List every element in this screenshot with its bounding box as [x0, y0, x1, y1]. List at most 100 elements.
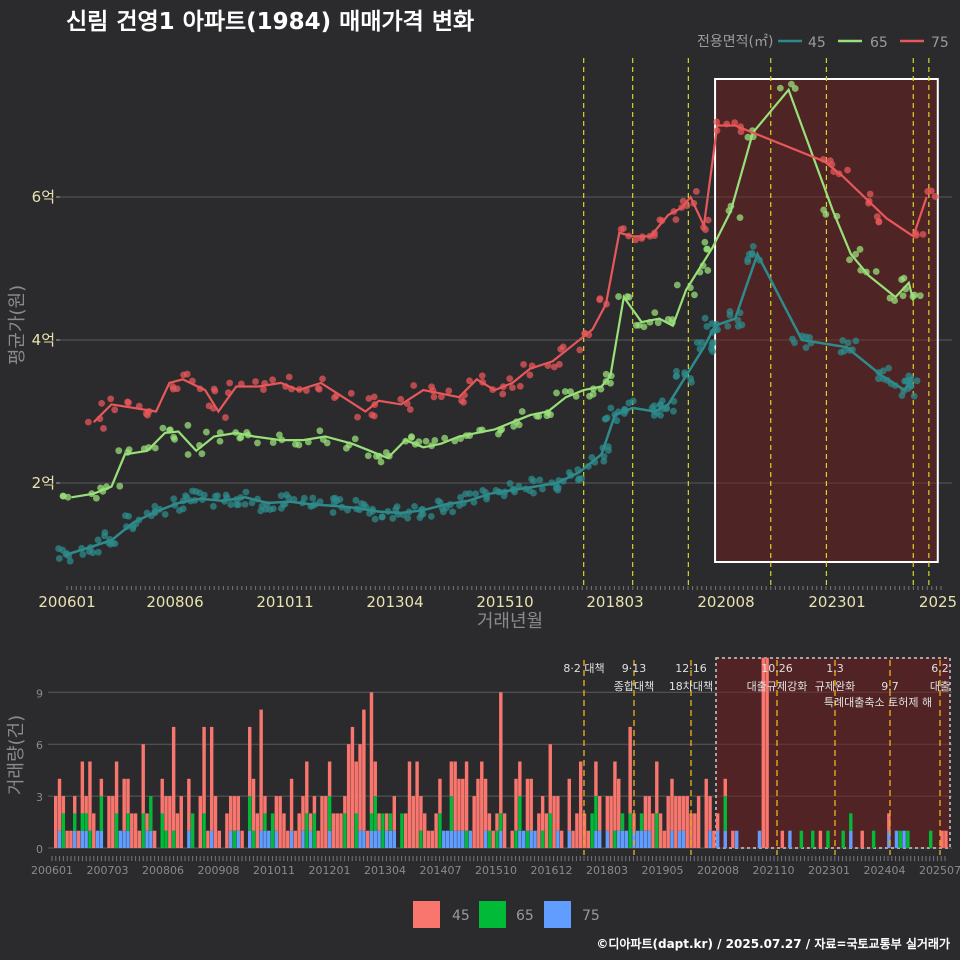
volume-bar [377, 830, 381, 848]
point-75-10-1 [269, 376, 276, 384]
volume-bar [559, 830, 564, 848]
volume-bar [57, 778, 62, 831]
volume-bar [293, 830, 298, 848]
bar-legend-label-45: 45 [452, 908, 470, 924]
volume-bar [126, 813, 130, 831]
volume-bar [358, 830, 362, 848]
y-tick-4: 4억 [32, 331, 55, 349]
point-65-41-1 [856, 245, 864, 253]
volume-bar [61, 796, 66, 814]
volume-bar [362, 709, 366, 831]
point-65-24-0 [518, 408, 526, 415]
volume-bar [274, 796, 279, 831]
volume-bar [617, 778, 621, 831]
event-label-bottom-3: 대출규제강화 [747, 680, 808, 693]
volume-bar [407, 761, 412, 848]
point-45-31-1 [708, 320, 716, 328]
volume-bar [80, 830, 85, 848]
point-45-35-6 [839, 337, 847, 344]
point-45-8-1 [233, 501, 241, 509]
point-75-31-2 [672, 216, 680, 224]
point-45-37-4 [910, 392, 918, 400]
volume-bar [168, 796, 172, 848]
point-65-19-0 [441, 434, 449, 442]
volume-bar [61, 813, 66, 848]
x-tick-200806: 200806 [146, 593, 203, 611]
volume-bar [860, 830, 864, 848]
volume-bar [438, 778, 442, 814]
lower-x-tick-202404: 202404 [864, 864, 906, 877]
volume-bar [483, 830, 488, 848]
volume-bar [270, 813, 275, 848]
volume-bar [598, 796, 602, 831]
point-45-34-5 [791, 339, 798, 347]
volume-bar [152, 830, 157, 848]
volume-bar [388, 830, 393, 848]
point-65-3-1 [115, 447, 123, 455]
bar-legend-swatch-65 [479, 901, 506, 928]
volume-bar [617, 830, 621, 848]
volume-bar [259, 830, 263, 848]
volume-bar [430, 830, 435, 848]
point-75-15-1 [365, 395, 373, 402]
point-65-8-1 [202, 428, 210, 436]
point-65-35-1 [704, 267, 712, 274]
point-75-5-2 [180, 371, 187, 379]
point-75-14-2 [370, 412, 378, 420]
volume-bar [343, 796, 347, 814]
event-footnote: 특례대출축소 토허제 해 [824, 695, 932, 709]
volume-bar [175, 813, 180, 848]
volume-bar [324, 796, 328, 848]
point-45-24-5 [600, 457, 608, 465]
point-75-19-2 [460, 398, 467, 406]
series-line-75 [92, 124, 928, 423]
point-75-17-1 [410, 382, 418, 389]
volume-bar [76, 830, 81, 848]
volume-bar [377, 813, 381, 831]
volume-bar [449, 796, 454, 831]
event-label-bottom-6: 대출 [930, 680, 950, 693]
volume-bar [141, 744, 145, 814]
point-65-13-2 [316, 427, 324, 435]
volume-bar [651, 813, 655, 848]
volume-bar [525, 778, 530, 831]
event-label-top-2: 12·16 [675, 662, 707, 675]
volume-bar [248, 830, 252, 848]
volume-bar [761, 657, 766, 848]
volume-bar [217, 830, 222, 848]
volume-bar [620, 813, 625, 831]
volume-bar [263, 813, 267, 831]
point-65-34-2 [673, 281, 681, 289]
point-45-20-5 [500, 492, 508, 500]
volume-bar [540, 830, 545, 848]
point-45-14-1 [378, 513, 386, 521]
point-45-35-5 [840, 347, 848, 355]
volume-bar [624, 830, 629, 848]
volume-bar [643, 796, 648, 831]
point-45-7-2 [227, 501, 235, 508]
lower-x-tick-201201: 201201 [309, 864, 351, 877]
point-45-11-2 [309, 494, 317, 502]
lower-y-tick-0: 0 [36, 843, 43, 856]
event-label-top-0: 8·2 대책 [563, 662, 604, 675]
volume-bar [88, 830, 92, 848]
x-tick-200601: 200601 [38, 593, 95, 611]
volume-bar [240, 830, 244, 848]
volume-bar [510, 830, 514, 848]
volume-bar [708, 830, 712, 848]
volume-bar [339, 813, 343, 848]
point-75-36-1 [737, 128, 745, 136]
volume-bar [419, 830, 423, 848]
volume-bar [639, 830, 644, 848]
volume-bar [346, 744, 351, 848]
volume-bar [301, 796, 305, 831]
volume-bar [267, 830, 271, 848]
legend-label-75: 75 [931, 35, 949, 51]
point-45-21-0 [536, 476, 544, 484]
point-65-26-2 [553, 389, 560, 397]
event-label-bottom-4: 규제완화 [815, 680, 855, 693]
series-line-65 [71, 87, 915, 499]
volume-bar [308, 830, 313, 848]
volume-bar [757, 830, 762, 848]
volume-bar [928, 830, 933, 848]
